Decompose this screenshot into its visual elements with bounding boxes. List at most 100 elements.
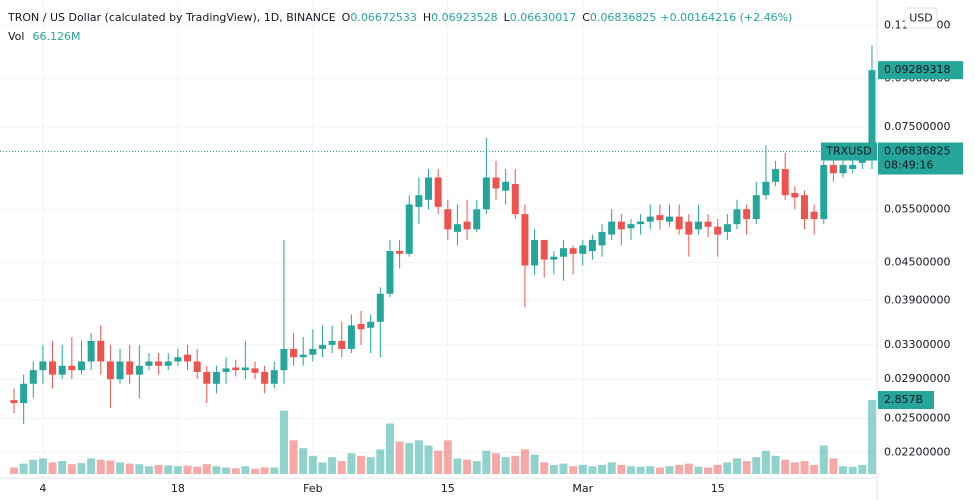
volume-bar	[790, 462, 799, 474]
candle-body	[376, 293, 384, 322]
candle-body	[723, 224, 731, 232]
candle-body	[405, 204, 413, 254]
volume-bar	[472, 461, 481, 474]
candle-body	[184, 354, 192, 362]
candle-body	[463, 221, 471, 230]
volume-bar	[164, 465, 173, 474]
candle-body	[685, 221, 693, 235]
candle-body	[579, 245, 587, 254]
ohlc-value: 0.06672533	[350, 11, 416, 24]
y-tick-label: 0.03900000	[884, 294, 950, 307]
candle-body	[145, 361, 153, 366]
volume-bar	[337, 461, 346, 474]
candle-body	[666, 216, 674, 222]
candle-body	[29, 370, 37, 384]
candle-body	[540, 239, 548, 260]
candle-body	[425, 177, 433, 200]
title: TRON / US Dollar (calculated by TradingV…	[7, 11, 336, 24]
volume-bar	[675, 464, 684, 474]
candle-body	[473, 209, 481, 230]
volume-bar	[723, 462, 732, 474]
volume-bar	[771, 455, 780, 474]
ohlc-key: O	[342, 11, 351, 24]
ohlc-key: C	[582, 11, 590, 24]
candle-body	[646, 216, 654, 222]
candle-body	[251, 368, 259, 373]
volume-bar	[241, 466, 250, 474]
candle-body	[20, 383, 28, 404]
volume-bar	[183, 465, 192, 474]
currency-label[interactable]: USD	[909, 12, 933, 25]
volume-bar	[299, 448, 308, 474]
volume-bar	[260, 467, 269, 474]
candle-body	[531, 239, 539, 266]
candle-body	[656, 215, 664, 221]
volume-pane	[10, 399, 876, 474]
candle-body	[232, 367, 240, 371]
volume-bar	[530, 454, 539, 474]
candle-body	[77, 361, 85, 371]
candle-body	[97, 340, 105, 362]
volume-legend: Vol 66.126M	[8, 30, 80, 43]
volume-bar	[636, 466, 645, 474]
candle-body	[502, 181, 510, 191]
candle-body	[155, 361, 163, 366]
volume-bar	[684, 463, 693, 474]
x-tick-label: 15	[441, 482, 455, 495]
volume-bar	[800, 461, 809, 474]
volume-bar	[761, 450, 770, 474]
volume-bar	[231, 468, 240, 474]
volume-bar	[173, 466, 182, 474]
candle-body	[347, 325, 355, 349]
x-tick-label: 15	[711, 482, 725, 495]
candle-body	[752, 195, 760, 220]
candle-body	[203, 371, 211, 384]
candle-body	[434, 177, 442, 207]
volume-bar	[819, 445, 828, 474]
candle-body	[212, 371, 220, 384]
candle-body	[222, 368, 230, 372]
candle-body	[396, 250, 404, 254]
volume-bar	[48, 462, 57, 474]
candle-body	[694, 221, 702, 230]
volume-bar	[347, 453, 356, 474]
x-tick-label: 18	[171, 482, 185, 495]
candle-body	[617, 221, 625, 230]
volume-bar	[829, 458, 838, 474]
candle-body	[559, 248, 567, 257]
volume-bar	[520, 449, 529, 474]
candle-body	[386, 250, 394, 294]
candle-body	[733, 209, 741, 225]
candle-body	[39, 361, 47, 371]
y-tick-label: 0.03300000	[884, 338, 950, 351]
candle-body	[762, 181, 770, 196]
volume-bar	[511, 455, 520, 474]
candle-body	[492, 177, 500, 189]
volume-label: 2.857B	[884, 393, 923, 406]
volume-bar	[482, 450, 491, 474]
volume-bar	[135, 464, 144, 474]
candle-body	[550, 256, 558, 260]
x-tick-label: Feb	[303, 482, 322, 495]
candle-body	[521, 214, 529, 266]
countdown: 08:49:16	[884, 159, 933, 172]
legend-line: TRON / US Dollar (calculated by TradingV…	[7, 11, 792, 24]
last-price-box	[878, 142, 963, 175]
volume-bar	[443, 440, 452, 474]
candle-body	[87, 340, 95, 362]
volume-bar	[77, 463, 86, 474]
candle-body	[444, 209, 452, 230]
volume-bar	[646, 466, 655, 474]
volume-bar	[810, 464, 819, 474]
currency-button[interactable]	[904, 7, 938, 29]
candle-body	[318, 344, 326, 349]
candle-body	[116, 361, 124, 380]
volume-bar	[665, 466, 674, 474]
y-tick-label: 0.02200000	[884, 445, 950, 458]
candle-body	[868, 70, 876, 155]
volume-bar	[318, 462, 327, 474]
symbol-box	[821, 142, 877, 161]
volume-bar	[569, 466, 578, 474]
volume-bar	[607, 462, 616, 474]
candle-body	[482, 177, 490, 210]
